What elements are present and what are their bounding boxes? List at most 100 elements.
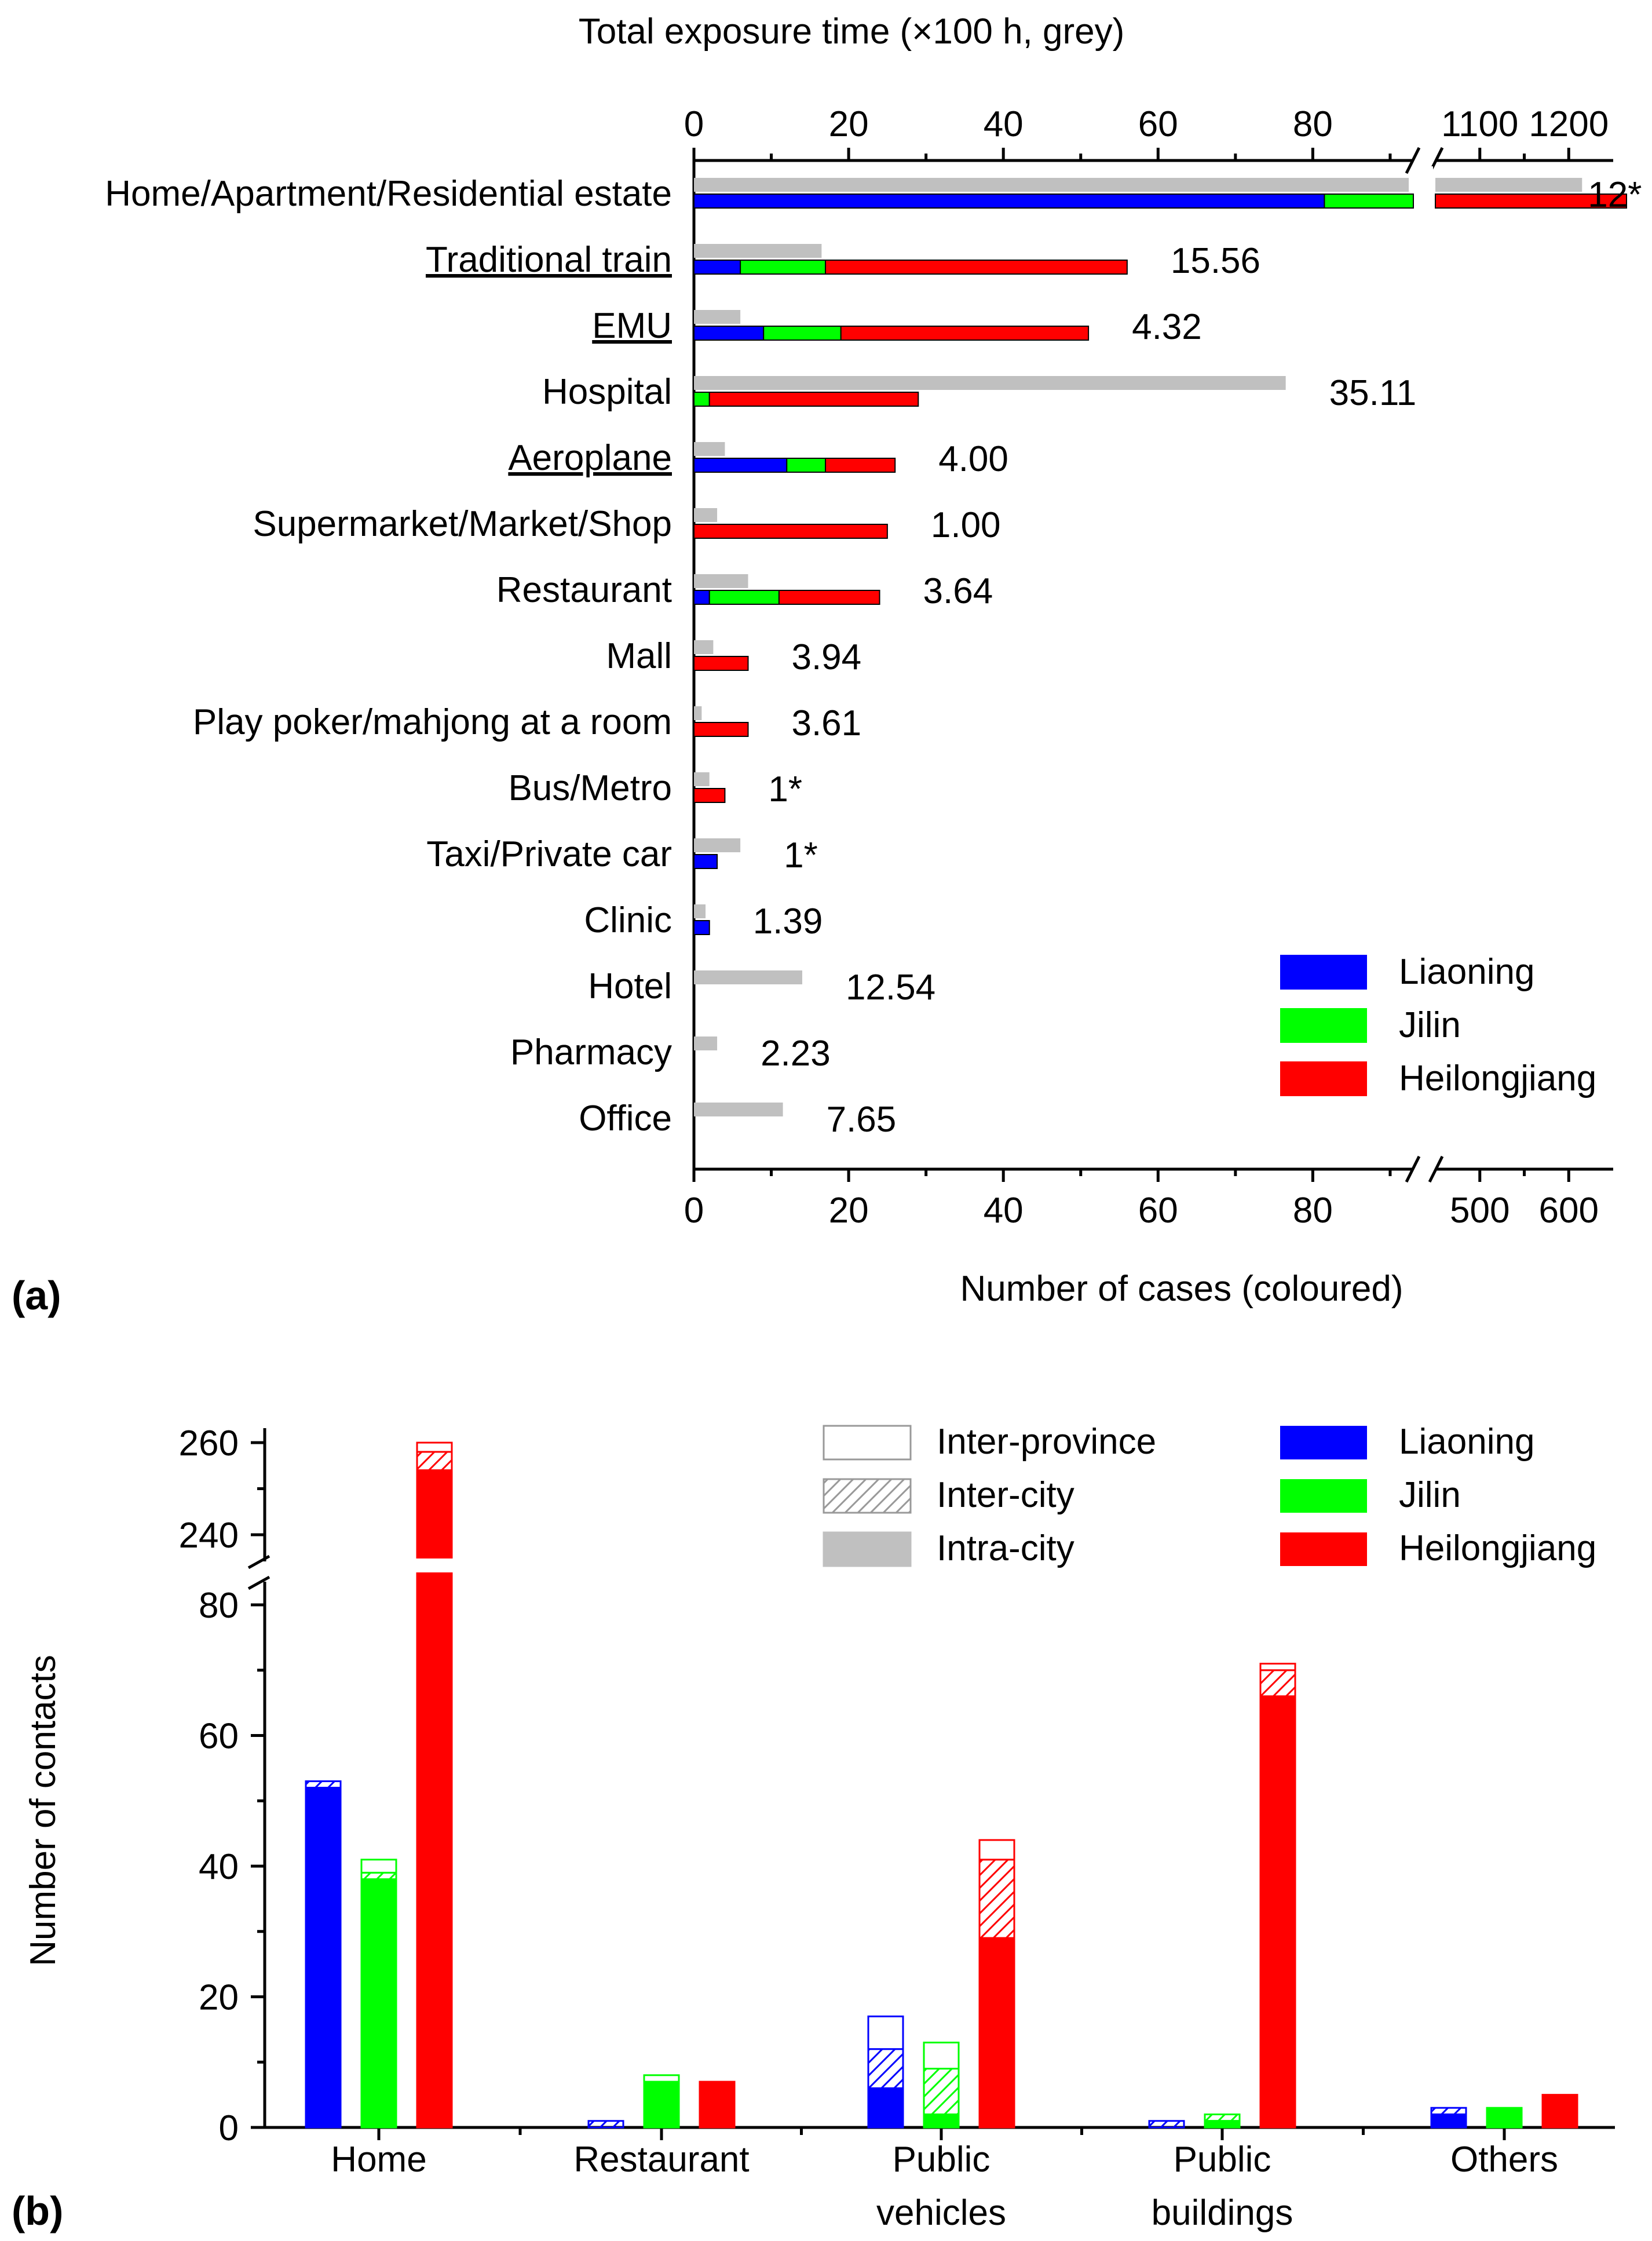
panel-b-label: (b)	[12, 2188, 63, 2233]
group-label: vehicles	[876, 2193, 1006, 2233]
category-label: Office	[579, 1098, 672, 1138]
liaoning-case-bar	[693, 458, 788, 473]
heilongjiang-intra-city-bar	[1541, 2094, 1578, 2129]
legend-label-heilongjiang: Heilongjiang	[1399, 1528, 1596, 1568]
value-annotation: 15.56	[1171, 241, 1260, 281]
exposure-bar	[694, 1036, 718, 1050]
value-annotation: 35.11	[1329, 373, 1417, 413]
category-label: Restaurant	[496, 570, 672, 610]
top-tick-label: 1200	[1529, 104, 1609, 144]
bar-break-gap	[415, 1559, 454, 1572]
heilongjiang-intra-city-bar	[1259, 1695, 1296, 2129]
heilongjiang-intra-city-bar	[416, 1469, 453, 1568]
axis-break-mark	[1405, 1155, 1421, 1183]
legend-label-liaoning: Liaoning	[1399, 952, 1534, 992]
liaoning-intra-city-bar	[305, 1787, 342, 2129]
jilin-case-bar	[1324, 194, 1415, 209]
axis-break-gap	[1416, 166, 1433, 207]
legend-label-liaoning: Liaoning	[1399, 1422, 1534, 1462]
legend-swatch-inter-province	[823, 1425, 912, 1461]
bottom-tick-label: 20	[829, 1191, 869, 1231]
jilin-inter-province-bar	[360, 1859, 397, 1874]
category-label: Bus/Metro	[508, 768, 672, 808]
panel-b-legend: Inter-province Inter-city Intra-city Liaoni…	[823, 1422, 1596, 1568]
heilongjiang-case-bar	[693, 788, 726, 803]
liaoning-inter-city-bar	[587, 2120, 624, 2129]
liaoning-inter-province-bar	[867, 2015, 904, 2050]
legend-label-jilin: Jilin	[1399, 1475, 1461, 1515]
top-axis-title: Total exposure time (×100 h, grey)	[579, 12, 1125, 52]
y-tick-label: 60	[199, 1717, 239, 1757]
liaoning-case-bar	[693, 194, 1325, 209]
liaoning-case-bar	[693, 590, 710, 605]
legend-swatch-intra-city	[823, 1531, 912, 1567]
axis-break-mark	[1428, 1155, 1444, 1183]
heilongjiang-inter-province-bar	[416, 1441, 453, 1453]
bottom-tick-label: 600	[1539, 1191, 1599, 1231]
value-annotation: 7.65	[827, 1100, 897, 1140]
jilin-intra-city-bar	[923, 2113, 960, 2129]
value-annotation: 12.54	[846, 968, 935, 1008]
heilongjiang-inter-province-bar	[1259, 1662, 1296, 1671]
jilin-inter-city-bar	[360, 1871, 397, 1881]
heilongjiang-inter-province-bar	[978, 1839, 1015, 1861]
heilongjiang-case-bar	[825, 458, 896, 473]
category-label: Hospital	[542, 372, 672, 412]
heilongjiang-case-bar	[825, 260, 1128, 275]
legend-swatch-liaoning	[1280, 1426, 1367, 1459]
jilin-case-bar	[740, 260, 827, 275]
y-axis-title: Number of contacts	[23, 1655, 63, 1966]
heilongjiang-case-bar	[708, 392, 919, 407]
category-label: Mall	[606, 636, 672, 676]
category-label: Supermarket/Market/Shop	[253, 504, 672, 544]
bottom-tick-label: 0	[684, 1191, 704, 1231]
exposure-bar	[1435, 178, 1582, 192]
legend-swatch-jilin	[1280, 1008, 1367, 1043]
group-label: Home	[331, 2140, 426, 2180]
jilin-case-bar	[693, 392, 710, 407]
value-annotation: 4.32	[1132, 307, 1202, 347]
liaoning-intra-city-bar	[1430, 2113, 1467, 2129]
heilongjiang-case-bar	[693, 524, 888, 539]
value-annotation: 3.94	[791, 637, 861, 677]
panel-a-legend: Liaoning Jilin Heilongjiang	[1280, 952, 1596, 1098]
category-label: Hotel	[588, 966, 672, 1006]
top-tick-label: 0	[684, 104, 704, 144]
liaoning-intra-city-bar	[867, 2087, 904, 2129]
legend-swatch-heilongjiang	[1280, 1061, 1367, 1096]
value-annotation: 1*	[784, 835, 818, 875]
liaoning-inter-city-bar	[1430, 2107, 1467, 2115]
category-label: Taxi/Private car	[426, 834, 672, 874]
panel-a-label: (a)	[12, 1273, 61, 1318]
liaoning-case-bar	[693, 920, 710, 935]
jilin-inter-city-bar	[1204, 2113, 1241, 2122]
exposure-bar	[694, 376, 1286, 390]
jilin-intra-city-bar	[360, 1878, 397, 2129]
exposure-bar	[694, 706, 702, 720]
legend-label-inter-province: Inter-province	[937, 1422, 1156, 1462]
group-label: Public	[1174, 2140, 1271, 2180]
legend-label-inter-city: Inter-city	[937, 1475, 1074, 1515]
liaoning-inter-city-bar	[305, 1780, 342, 1789]
heilongjiang-case-bar	[778, 590, 880, 605]
group-label: Others	[1450, 2140, 1558, 2180]
exposure-bar	[694, 178, 1409, 192]
top-tick-label: 40	[984, 104, 1024, 144]
heilongjiang-inter-city-bar	[416, 1451, 453, 1472]
heilongjiang-case-bar	[693, 656, 749, 671]
bottom-tick-label: 40	[984, 1191, 1024, 1231]
panel-a: Total exposure time (×100 h, grey) Numbe…	[12, 12, 1642, 1318]
category-label: Clinic	[584, 900, 672, 940]
y-tick-label: 20	[199, 1978, 239, 2018]
jilin-intra-city-bar	[1486, 2107, 1523, 2129]
heilongjiang-case-bar	[840, 326, 1090, 341]
panel-b-bars	[305, 1441, 1578, 2129]
category-label: Traditional train	[426, 240, 672, 280]
liaoning-case-bar	[693, 326, 765, 341]
value-annotation: 4.00	[938, 439, 1008, 479]
exposure-bar	[694, 640, 714, 654]
liaoning-case-bar	[693, 260, 741, 275]
category-label: Play poker/mahjong at a room	[193, 702, 672, 742]
axis-break-mark	[1405, 147, 1421, 174]
